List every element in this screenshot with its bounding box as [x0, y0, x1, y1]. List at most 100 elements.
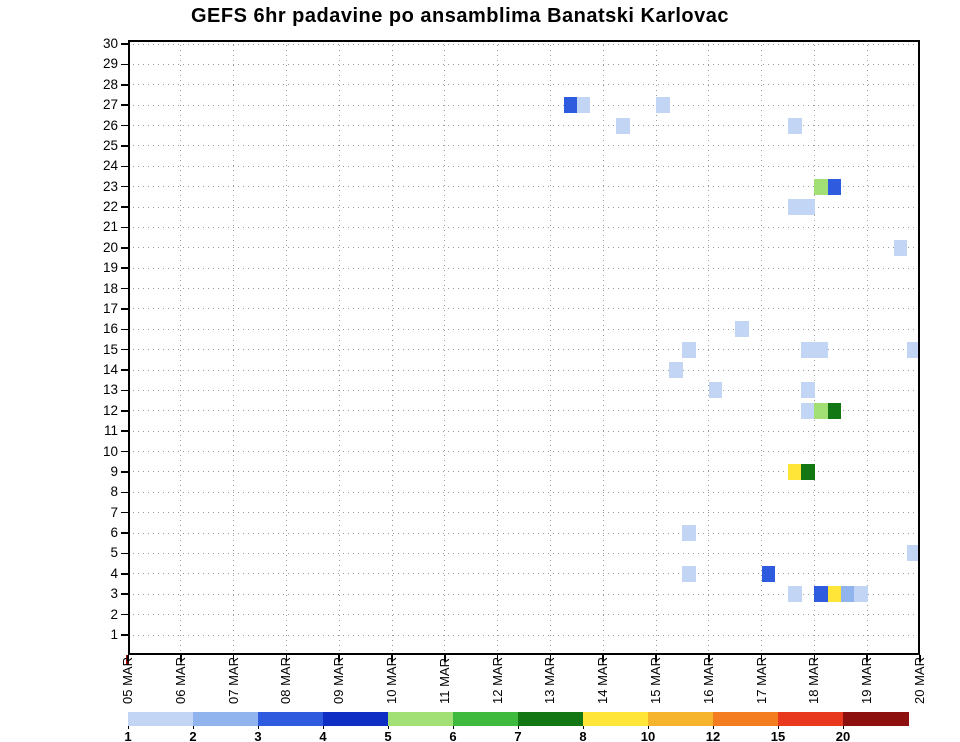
y-tick [121, 389, 128, 392]
colorbar-segment [713, 712, 779, 726]
precip-cell [788, 199, 802, 216]
y-tick [121, 145, 128, 147]
y-tick [121, 267, 128, 269]
x-tick-label: 13 MAR [542, 657, 558, 704]
colorbar-tick-label: 5 [384, 729, 392, 742]
y-tick [121, 430, 128, 432]
precip-cell [827, 178, 842, 195]
colorbar-boundary-tick [517, 726, 519, 729]
precip-cell [708, 382, 723, 399]
colorbar-tick-label: 3 [254, 729, 262, 742]
colorbar-boundary-tick [192, 726, 194, 729]
grid-v-line [549, 40, 551, 655]
plot-area [128, 40, 920, 655]
grid-h-line [128, 369, 920, 371]
grid-h-line [128, 63, 920, 65]
x-tick [444, 655, 446, 662]
grid-v-line [708, 40, 710, 655]
x-tick-label: 07 MAR [225, 657, 241, 704]
y-tick [121, 491, 128, 494]
grid-h-line [128, 145, 920, 147]
grid-h-line [128, 349, 920, 351]
grid-h-line [128, 186, 920, 188]
precip-cell [669, 362, 683, 379]
precip-cell [840, 586, 855, 603]
colorbar-boundary-tick [842, 726, 844, 729]
x-tick-label: 19 MAR [859, 657, 875, 704]
grid-h-line [128, 471, 920, 473]
precip-cell [801, 199, 815, 216]
x-tick-label: 11 MAR [436, 658, 452, 704]
y-tick-label: 26 [102, 117, 118, 133]
grid-h-line [128, 267, 920, 269]
precip-cell [656, 97, 670, 114]
grid-v-line [180, 40, 182, 655]
colorbar-boundary-tick [777, 726, 779, 729]
y-tick-label: 1 [110, 627, 118, 642]
y-tick-label: 19 [102, 260, 118, 276]
y-tick [121, 613, 128, 616]
x-tick [919, 655, 921, 662]
precip-cell [801, 382, 815, 399]
colorbar-segment [323, 712, 389, 726]
x-tick-label: 14 MAR [595, 657, 611, 704]
grid-h-line [128, 389, 920, 391]
colorbar-boundary-tick [387, 726, 389, 729]
y-tick-label: 28 [102, 76, 118, 92]
x-tick [813, 655, 816, 662]
x-tick [338, 655, 340, 662]
colorbar-tick-label: 20 [835, 729, 851, 742]
colorbar-tick-label: 1 [124, 729, 132, 742]
precip-cell [682, 525, 697, 542]
y-tick [121, 573, 128, 575]
colorbar-tick-label: 8 [579, 729, 587, 742]
colorbar-tick-label: 2 [189, 729, 197, 742]
grid-h-line [128, 532, 920, 534]
y-tick [121, 532, 128, 534]
grid-v-line [391, 40, 393, 655]
y-tick-label: 4 [110, 565, 118, 581]
y-tick-label: 6 [110, 525, 118, 541]
y-tick-label: 15 [102, 341, 118, 357]
grid-v-line [761, 40, 763, 655]
grid-h-line [128, 308, 920, 310]
colorbar-segment [193, 712, 259, 726]
y-tick-label: 17 [102, 300, 118, 316]
colorbar-tick-label: 6 [449, 729, 457, 742]
x-tick [232, 655, 235, 662]
x-tick-label: 09 MAR [331, 657, 347, 704]
y-tick-label: 27 [102, 97, 118, 113]
colorbar-segment [583, 712, 649, 726]
grid-v-line [338, 40, 340, 655]
grid-h-line [128, 43, 920, 45]
precip-cell [788, 586, 802, 603]
x-tick-label: 05 MAR [120, 657, 135, 704]
y-tick-label: 2 [110, 606, 118, 622]
colorbar-segment [843, 712, 909, 726]
precip-cell [563, 97, 578, 114]
colorbar [128, 712, 909, 726]
grid-h-line [128, 451, 920, 453]
y-tick-label: 21 [102, 219, 118, 235]
precip-cell [801, 341, 815, 358]
grid-h-line [128, 328, 920, 330]
y-tick [121, 634, 128, 636]
y-tick-label: 11 [103, 423, 118, 439]
grid-h-line [128, 491, 920, 493]
colorbar-boundary-tick [452, 726, 454, 729]
y-tick [121, 369, 128, 371]
y-tick-label: 14 [102, 362, 118, 378]
x-tick-label: 15 MAR [648, 657, 663, 704]
y-tick-label: 24 [102, 158, 118, 174]
precip-cell [814, 178, 829, 195]
colorbar-segment [518, 712, 584, 726]
precip-cell [616, 117, 631, 134]
colorbar-tick-label: 12 [705, 729, 721, 742]
y-tick-label: 18 [102, 280, 118, 296]
grid-h-line [128, 104, 920, 106]
y-tick [121, 84, 128, 86]
precip-cell [814, 402, 829, 419]
y-tick [121, 593, 128, 595]
grid-v-line [285, 40, 287, 655]
x-tick [760, 655, 763, 662]
